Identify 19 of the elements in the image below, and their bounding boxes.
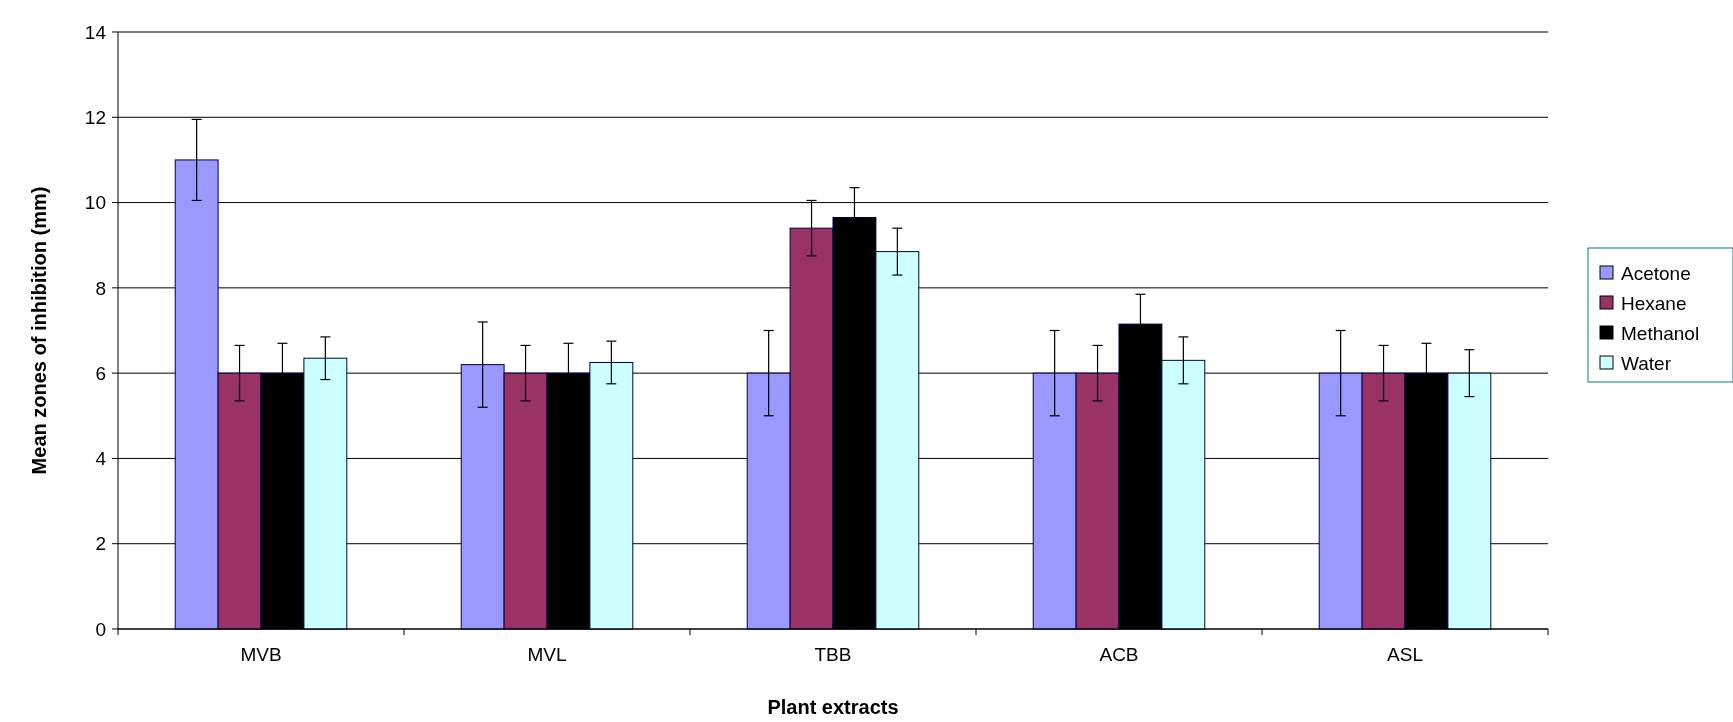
y-tick-label: 0: [95, 618, 106, 640]
x-tick-label: MVB: [240, 644, 282, 665]
x-tick-label: ASL: [1387, 644, 1423, 665]
y-tick-label: 6: [95, 362, 106, 384]
x-tick-label: TBB: [814, 644, 852, 665]
y-tick-label: 10: [84, 192, 106, 214]
legend-label: Methanol: [1621, 322, 1700, 344]
legend-label: Acetone: [1621, 262, 1691, 284]
y-tick-label: 14: [84, 21, 107, 43]
x-axis-title: Plant extracts: [767, 696, 899, 718]
legend-label: Water: [1621, 352, 1672, 374]
legend-label: Hexane: [1621, 292, 1687, 314]
y-tick-label: 2: [95, 533, 106, 555]
y-tick-label: 8: [95, 277, 106, 299]
y-axis-title: Mean zones of inhibition (mm): [28, 186, 50, 475]
x-tick-label: MVL: [527, 644, 567, 665]
x-tick-label: ACB: [1099, 644, 1139, 665]
y-tick-label: 4: [95, 448, 107, 470]
y-tick-label: 12: [84, 106, 106, 128]
